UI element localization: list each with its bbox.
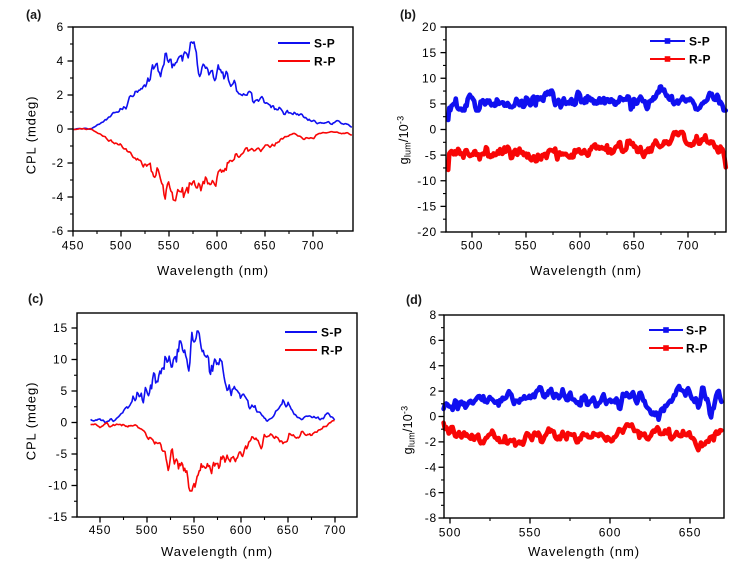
svg-text:6: 6 — [57, 20, 64, 34]
svg-text:(a): (a) — [26, 8, 41, 22]
svg-text:-6: -6 — [425, 486, 437, 500]
svg-text:500: 500 — [461, 239, 483, 253]
svg-text:-8: -8 — [425, 511, 437, 525]
svg-text:-2: -2 — [425, 435, 437, 449]
svg-text:Wavelength (nm): Wavelength (nm) — [528, 544, 640, 559]
svg-text:Wavelength (nm): Wavelength (nm) — [530, 263, 642, 278]
svg-text:550: 550 — [183, 523, 205, 537]
svg-text:700: 700 — [677, 239, 699, 253]
svg-text:600: 600 — [599, 526, 621, 540]
svg-text:-20: -20 — [417, 225, 437, 239]
svg-text:550: 550 — [519, 526, 541, 540]
svg-text:S-P: S-P — [314, 36, 335, 50]
svg-text:650: 650 — [277, 523, 299, 537]
svg-text:2: 2 — [57, 88, 64, 102]
svg-text:8: 8 — [430, 308, 437, 322]
svg-text:600: 600 — [230, 523, 252, 537]
svg-text:5: 5 — [430, 97, 437, 111]
svg-text:(c): (c) — [28, 292, 43, 306]
svg-text:6: 6 — [430, 334, 437, 348]
svg-text:550: 550 — [158, 239, 180, 253]
svg-text:650: 650 — [623, 239, 645, 253]
svg-text:R-P: R-P — [686, 341, 708, 355]
svg-text:600: 600 — [569, 239, 591, 253]
svg-text:450: 450 — [89, 523, 111, 537]
svg-text:-4: -4 — [425, 460, 437, 474]
svg-text:-5: -5 — [425, 148, 437, 162]
svg-text:0: 0 — [57, 122, 64, 136]
svg-text:CPL (mdeg): CPL (mdeg) — [24, 96, 39, 175]
svg-text:-15: -15 — [417, 200, 437, 214]
svg-text:500: 500 — [439, 526, 461, 540]
svg-text:700: 700 — [302, 239, 324, 253]
svg-text:20: 20 — [422, 20, 437, 34]
svg-text:15: 15 — [53, 321, 68, 335]
svg-text:S-P: S-P — [689, 34, 710, 48]
svg-text:500: 500 — [136, 523, 158, 537]
svg-text:-15: -15 — [48, 510, 68, 524]
svg-text:700: 700 — [324, 523, 346, 537]
svg-text:4: 4 — [57, 54, 64, 68]
svg-text:R-P: R-P — [689, 52, 711, 66]
svg-text:R-P: R-P — [321, 343, 343, 357]
svg-text:(d): (d) — [406, 293, 422, 307]
svg-text:650: 650 — [679, 526, 701, 540]
svg-text:0: 0 — [61, 416, 68, 430]
svg-text:Wavelength (nm): Wavelength (nm) — [157, 263, 269, 278]
svg-text:10: 10 — [53, 353, 68, 367]
svg-text:5: 5 — [61, 384, 68, 398]
svg-text:-6: -6 — [52, 224, 64, 238]
svg-text:-10: -10 — [417, 174, 437, 188]
svg-text:R-P: R-P — [314, 54, 336, 68]
svg-text:15: 15 — [422, 46, 437, 60]
svg-text:CPL (mdeg): CPL (mdeg) — [24, 382, 39, 461]
svg-text:glum/10-3: glum/10-3 — [396, 116, 413, 165]
svg-text:-5: -5 — [56, 447, 68, 461]
svg-text:0: 0 — [430, 123, 437, 137]
svg-text:(b): (b) — [400, 8, 416, 22]
svg-text:S-P: S-P — [321, 325, 342, 339]
svg-text:10: 10 — [422, 71, 437, 85]
svg-text:600: 600 — [206, 239, 228, 253]
svg-text:4: 4 — [430, 359, 437, 373]
svg-text:450: 450 — [62, 239, 84, 253]
svg-text:-4: -4 — [52, 190, 64, 204]
svg-text:Wavelength (nm): Wavelength (nm) — [161, 544, 273, 559]
svg-text:S-P: S-P — [686, 323, 707, 337]
svg-text:0: 0 — [430, 410, 437, 424]
svg-text:-2: -2 — [52, 156, 64, 170]
svg-text:500: 500 — [110, 239, 132, 253]
svg-text:-10: -10 — [48, 479, 68, 493]
svg-text:550: 550 — [515, 239, 537, 253]
svg-text:2: 2 — [430, 384, 437, 398]
svg-text:650: 650 — [254, 239, 276, 253]
